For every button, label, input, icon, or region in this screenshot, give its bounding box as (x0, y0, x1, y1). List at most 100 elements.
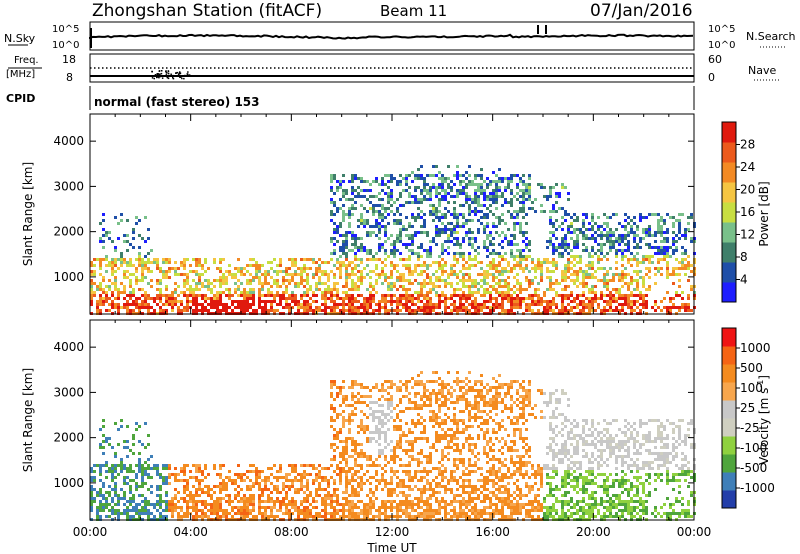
heatmap-cell (474, 282, 477, 285)
heatmap-cell (234, 282, 237, 285)
heatmap-cell (516, 192, 519, 195)
heatmap-cell (288, 488, 291, 491)
heatmap-cell (468, 279, 471, 282)
heatmap-cell (363, 309, 366, 312)
heatmap-cell (165, 303, 168, 306)
heatmap-cell (237, 491, 240, 494)
heatmap-cell (651, 246, 654, 249)
heatmap-cell (591, 264, 594, 267)
heatmap-cell (195, 288, 198, 291)
heatmap-cell (159, 503, 162, 506)
heatmap-cell (147, 476, 150, 479)
heatmap-cell (99, 297, 102, 300)
heatmap-cell (270, 515, 273, 518)
heatmap-cell (339, 249, 342, 252)
heatmap-cell (360, 261, 363, 264)
heatmap-cell (258, 473, 261, 476)
heatmap-cell (126, 455, 129, 458)
heatmap-cell (162, 464, 165, 467)
heatmap-cell (627, 258, 630, 261)
heatmap-cell (333, 264, 336, 267)
heatmap-cell (423, 282, 426, 285)
heatmap-cell (381, 503, 384, 506)
heatmap-cell (486, 195, 489, 198)
heatmap-cell (318, 282, 321, 285)
heatmap-cell (336, 180, 339, 183)
heatmap-cell (174, 467, 177, 470)
heatmap-cell (396, 494, 399, 497)
heatmap-cell (141, 261, 144, 264)
heatmap-cell (441, 213, 444, 216)
heatmap-cell (351, 261, 354, 264)
heatmap-cell (561, 237, 564, 240)
heatmap-cell (330, 419, 333, 422)
heatmap-cell (291, 300, 294, 303)
heatmap-cell (456, 189, 459, 192)
heatmap-cell (519, 195, 522, 198)
heatmap-cell (351, 282, 354, 285)
heatmap-cell (228, 294, 231, 297)
heatmap-cell (96, 506, 99, 509)
heatmap-cell (339, 246, 342, 249)
heatmap-cell (441, 243, 444, 246)
heatmap-cell (210, 509, 213, 512)
heatmap-cell (339, 455, 342, 458)
heatmap-cell (270, 309, 273, 312)
heatmap-cell (486, 213, 489, 216)
heatmap-cell (180, 264, 183, 267)
heatmap-cell (345, 500, 348, 503)
heatmap-cell (273, 506, 276, 509)
heatmap-cell (252, 506, 255, 509)
heatmap-cell (354, 243, 357, 246)
heatmap-cell (429, 174, 432, 177)
heatmap-cell (378, 258, 381, 261)
heatmap-cell (357, 258, 360, 261)
heatmap-cell (390, 297, 393, 300)
heatmap-cell (486, 225, 489, 228)
heatmap-cell (231, 303, 234, 306)
heatmap-cell (105, 264, 108, 267)
heatmap-cell (264, 276, 267, 279)
heatmap-cell (342, 422, 345, 425)
heatmap-cell (612, 234, 615, 237)
heatmap-cell (357, 500, 360, 503)
heatmap-cell (339, 470, 342, 473)
heatmap-cell (117, 258, 120, 261)
heatmap-cell (474, 300, 477, 303)
heatmap-cell (537, 303, 540, 306)
heatmap-cell (186, 512, 189, 515)
heatmap-cell (462, 303, 465, 306)
heatmap-cell (516, 249, 519, 252)
heatmap-cell (456, 171, 459, 174)
heatmap-cell (264, 273, 267, 276)
heatmap-cell (429, 303, 432, 306)
heatmap-cell (570, 300, 573, 303)
heatmap-cell (666, 228, 669, 231)
heatmap-cell (429, 240, 432, 243)
heatmap-cell (531, 261, 534, 264)
heatmap-cell (492, 171, 495, 174)
heatmap-cell (216, 497, 219, 500)
heatmap-cell (357, 443, 360, 446)
heatmap-cell (168, 297, 171, 300)
heatmap-cell (642, 237, 645, 240)
heatmap-cell (240, 473, 243, 476)
heatmap-cell (141, 300, 144, 303)
heatmap-cell (609, 294, 612, 297)
heatmap-cell (249, 497, 252, 500)
heatmap-cell (591, 267, 594, 270)
heatmap-cell (570, 291, 573, 294)
heatmap-cell (636, 273, 639, 276)
heatmap-cell (150, 503, 153, 506)
heatmap-cell (168, 464, 171, 467)
heatmap-cell (114, 485, 117, 488)
heatmap-cell (333, 380, 336, 383)
heatmap-cell (195, 303, 198, 306)
heatmap-cell (333, 306, 336, 309)
heatmap-cell (369, 503, 372, 506)
heatmap-cell (378, 515, 381, 518)
heatmap-cell (165, 476, 168, 479)
heatmap-cell (549, 195, 552, 198)
heatmap-cell (288, 309, 291, 312)
